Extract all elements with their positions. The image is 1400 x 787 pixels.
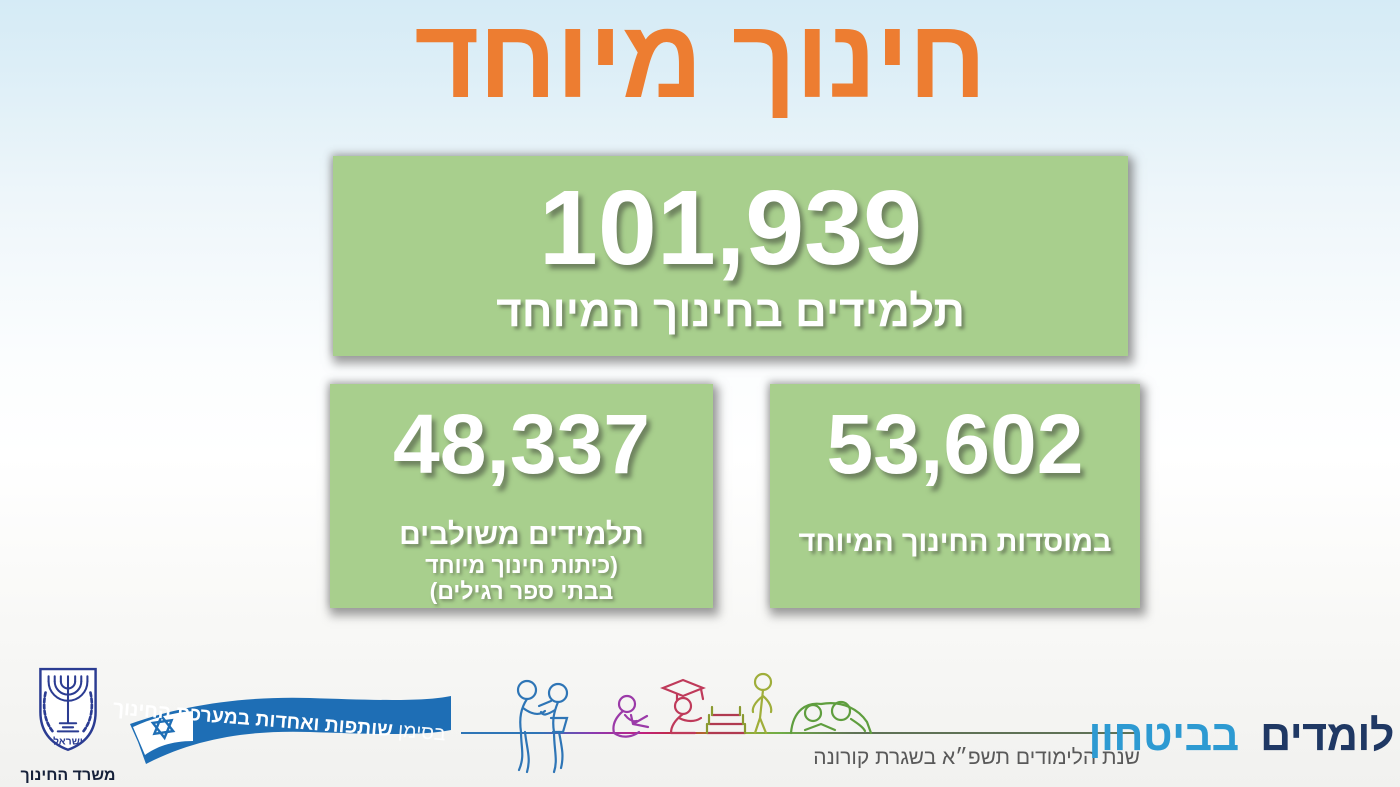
stat-box-total: 101,939 תלמידים בחינוך המיוחד — [333, 156, 1128, 356]
total-students-label: תלמידים בחינוך המיוחד — [496, 287, 965, 336]
israel-state-emblem-icon: ישראל — [39, 667, 97, 752]
kids-reading-figures — [789, 700, 873, 735]
banner-slogan-prefix: בסימן — [397, 719, 447, 746]
school-year-subtitle: שנת הלימודים תשפ״א בשגרת קורונה — [813, 746, 1140, 769]
flag-ribbon-icon — [130, 696, 451, 764]
integrated-students-subline1: (כיתות חינוך מיוחד — [425, 552, 618, 578]
child-laptop-figure — [612, 694, 650, 738]
standing-student-figure — [751, 672, 773, 735]
book-stack-icon — [705, 705, 747, 735]
graduate-figure — [660, 678, 706, 735]
institutions-students-label: במוסדות החינוך המיוחד — [798, 526, 1112, 558]
students-illustration — [461, 672, 1139, 774]
ministry-of-education-logo: ישראל משרד החינוך — [20, 666, 116, 785]
integrated-students-label: תלמידים משולבים — [399, 518, 644, 551]
flag-banner: בסימן שותפות ואחדות במערכת החינוך — [100, 686, 452, 772]
stat-box-integrated: 48,337 תלמידים משולבים (כיתות חינוך מיוח… — [330, 384, 713, 608]
learning-safely-logo: לומדים בביטחון — [1088, 712, 1394, 761]
integrated-students-subline2: בבתי ספר רגילים) — [429, 578, 614, 605]
couple-reading-figures — [516, 679, 569, 774]
logo-word-lomdim: לומדים — [1260, 712, 1394, 760]
institutions-students-value: 53,602 — [826, 397, 1084, 491]
page-title: חינוך מיוחד — [414, 0, 986, 121]
total-students-value: 101,939 — [538, 169, 923, 287]
emblem-israel-text: ישראל — [53, 736, 83, 748]
logo-word-bebitachon: בביטחון — [1088, 712, 1239, 760]
integrated-students-value: 48,337 — [393, 397, 650, 491]
stat-box-institutions: 53,602 במוסדות החינוך המיוחד — [770, 384, 1140, 608]
star-of-david-icon — [150, 713, 176, 741]
ministry-caption: משרד החינוך — [20, 767, 116, 784]
